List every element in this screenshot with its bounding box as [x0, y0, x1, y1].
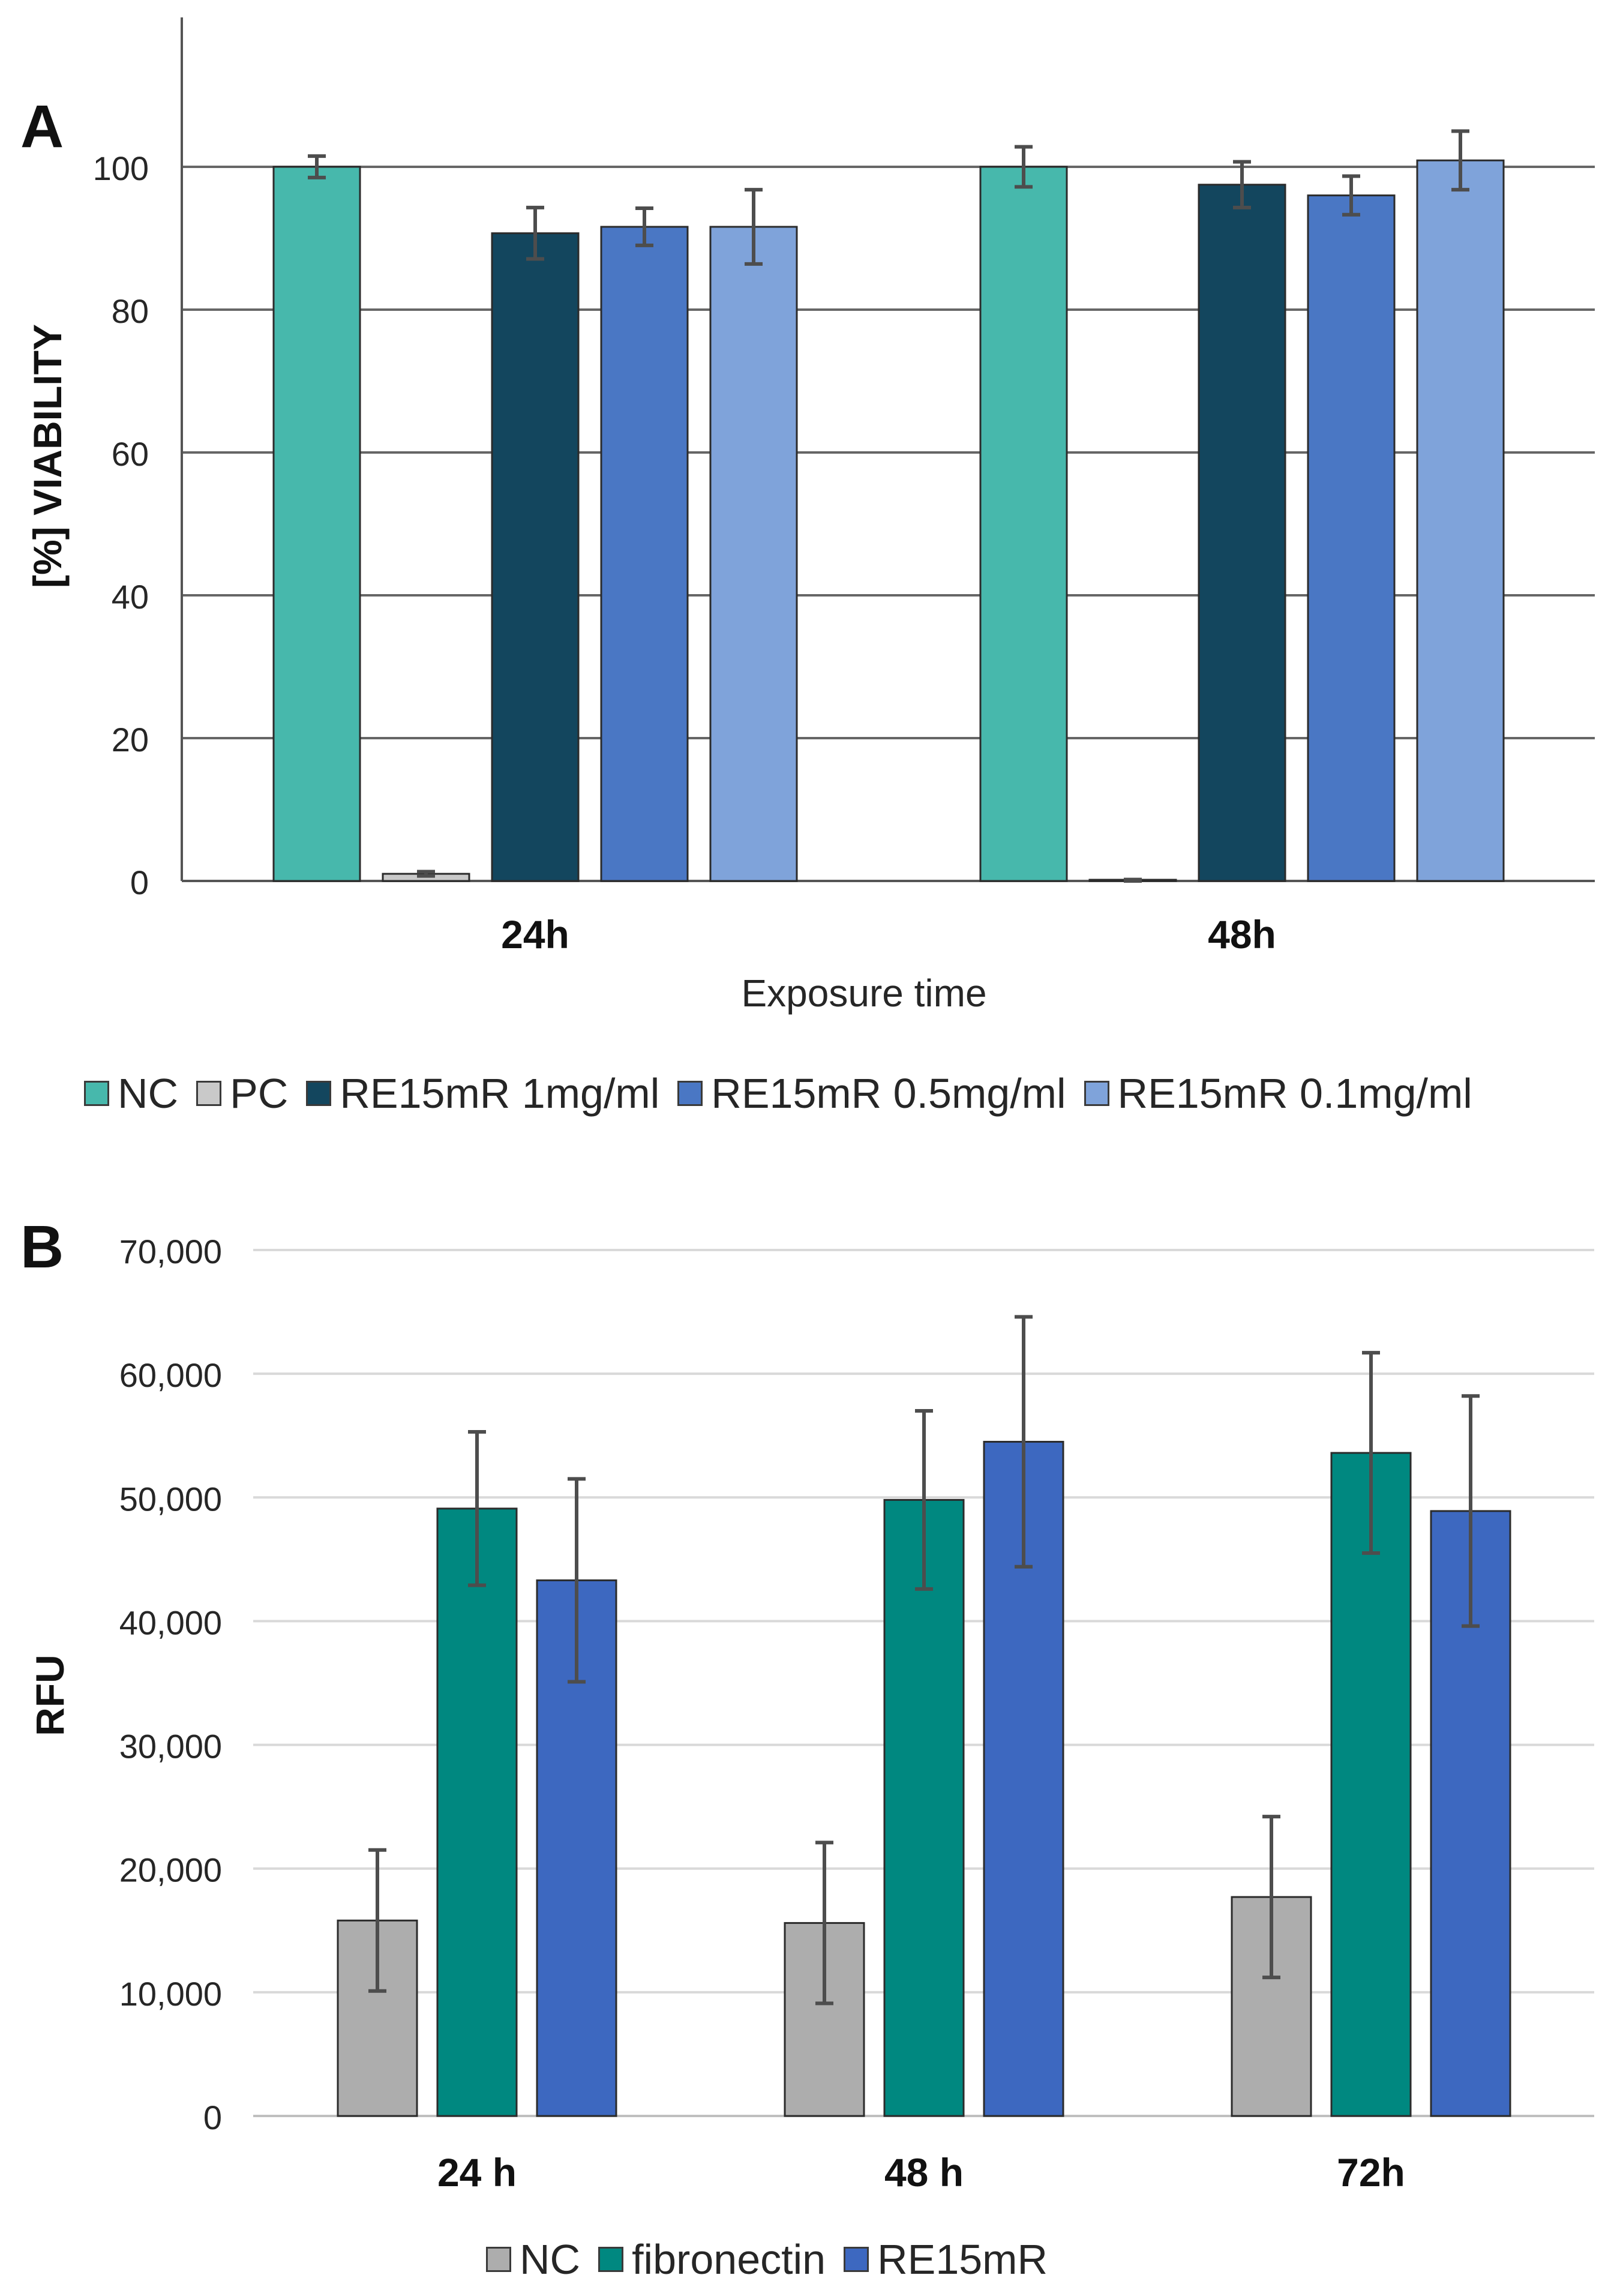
legend-item: RE15mR 1mg/ml [306, 1069, 659, 1117]
legend-item: RE15mR [844, 2235, 1048, 2283]
viability-chart: A 0 20 40 60 80 100 24h 48h [%] VIABILITY Expo… [20, 17, 1595, 1015]
x-tick-label: 48 h [884, 2150, 964, 2195]
x-tick-label: 72h [1337, 2150, 1405, 2195]
error-bar [1462, 1394, 1480, 1628]
legend-rfu: NC fibronectin RE15mR [486, 2232, 1048, 2286]
legend-label: fibronectin [632, 2236, 826, 2283]
y-tick-label: 70,000 [119, 1233, 222, 1270]
y-tick-label: 50,000 [119, 1480, 222, 1518]
y-tick-label: 30,000 [119, 1728, 222, 1766]
error-bar [1342, 174, 1360, 217]
error-bar [1362, 1351, 1380, 1555]
bar-re15mr-0-1mg-ml-24h [709, 226, 798, 882]
error-bar [468, 1430, 486, 1587]
legend-label: PC [230, 1070, 289, 1117]
legend-item: NC [486, 2235, 580, 2283]
error-bar [526, 205, 544, 261]
y-axis-label: [%] VIABILITY [25, 324, 70, 588]
error-bar [1451, 129, 1469, 192]
panel-label-a: A [20, 93, 64, 160]
legend-item: fibronectin [598, 2235, 826, 2283]
error-bar [1124, 877, 1142, 883]
legend-swatch [196, 1081, 222, 1106]
legend-label: RE15mR 0.5mg/ml [711, 1070, 1066, 1117]
y-axis-label: RFU [28, 1654, 72, 1736]
error-bar [815, 1841, 833, 2006]
y-tick-label: 20,000 [119, 1851, 222, 1889]
error-bar [308, 154, 326, 179]
bar-re15mr-0-1mg-ml-48h [1416, 159, 1505, 882]
error-bar [745, 188, 763, 266]
x-tick-label: 24h [501, 912, 569, 957]
y-tick-label: 40 [112, 578, 149, 616]
legend-item: PC [196, 1069, 288, 1117]
y-tick-label: 60,000 [119, 1356, 222, 1394]
error-bar [568, 1477, 586, 1684]
legend-swatch [84, 1081, 109, 1106]
bar-fibronectin-48h [883, 1498, 965, 2117]
legend-label: NC [520, 2236, 581, 2283]
legend-swatch [844, 2247, 869, 2272]
bar-re15mr-1mg-ml-24h [491, 232, 580, 882]
bar-re15mr-0-5mg-ml-24h [600, 226, 689, 882]
error-bar [1015, 1315, 1033, 1569]
x-axis-label: Exposure time [741, 972, 986, 1015]
error-bar [1262, 1815, 1280, 1980]
y-tick-label: 100 [93, 149, 149, 187]
legend-swatch [486, 2247, 511, 2272]
legend-item: RE15mR 0.5mg/ml [677, 1069, 1066, 1117]
legend-swatch [306, 1081, 332, 1106]
legend-label: RE15mR [877, 2236, 1048, 2283]
y-tick-label: 0 [130, 864, 149, 901]
error-bar [1015, 145, 1033, 189]
error-bar [635, 206, 653, 247]
legend-label: NC [118, 1070, 179, 1117]
y-tick-label: 60 [112, 435, 149, 473]
error-bar [1233, 160, 1251, 209]
legend-swatch [1084, 1081, 1109, 1106]
x-tick-label: 48h [1208, 912, 1276, 957]
legend-viability: NC PC RE15mR 1mg/ml RE15mR 0.5mg/ml RE15mR 0… [84, 1066, 1472, 1120]
x-tick-label: 24 h [437, 2150, 517, 2195]
legend-item: NC [84, 1069, 178, 1117]
legend-label: RE15mR 1mg/ml [340, 1070, 660, 1117]
bar-fibronectin-72h [1330, 1452, 1412, 2117]
y-tick-label: 0 [203, 2099, 222, 2136]
bar-nc-48h [979, 166, 1068, 882]
rfu-chart: B 0 10,000 20,000 30,000 40,000 50,000 60,000 7… [20, 1213, 1594, 2195]
error-bar [417, 870, 435, 878]
legend-swatch [598, 2247, 624, 2272]
y-tick-label: 40,000 [119, 1603, 222, 1641]
panel-label-b: B [20, 1213, 64, 1281]
y-tick-label: 80 [112, 292, 149, 330]
bar-nc-24h [272, 166, 361, 882]
legend-item: RE15mR 0.1mg/ml [1084, 1069, 1472, 1117]
error-bar [915, 1408, 933, 1591]
legend-label: RE15mR 0.1mg/ml [1117, 1070, 1472, 1117]
legend-swatch [677, 1081, 703, 1106]
bar-fibronectin-24h [436, 1507, 518, 2117]
y-tick-label: 10,000 [119, 1975, 222, 2013]
error-bar [368, 1848, 386, 1993]
bar-re15mr-0-5mg-ml-48h [1307, 194, 1396, 882]
bar-re15mr-1mg-ml-48h [1198, 184, 1286, 882]
y-tick-label: 20 [112, 721, 149, 759]
